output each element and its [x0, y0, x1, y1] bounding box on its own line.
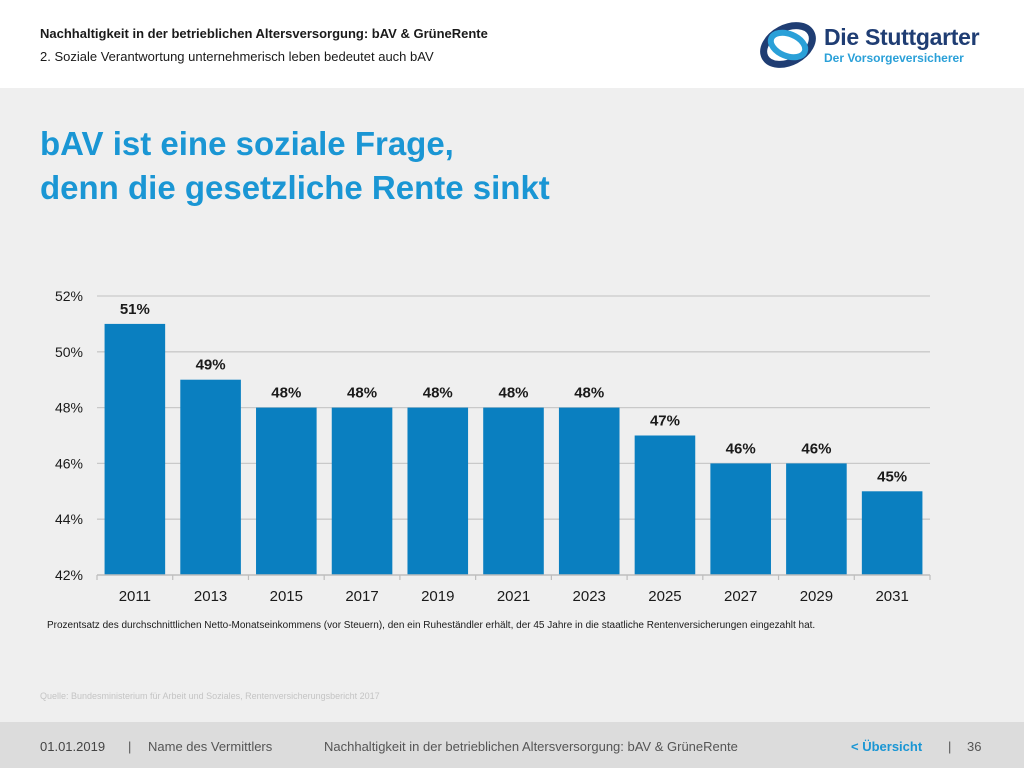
x-tick-label-2027: 2027 — [724, 588, 757, 605]
overview-link[interactable]: < Übersicht — [851, 739, 923, 754]
x-tick-label-2013: 2013 — [194, 588, 227, 605]
y-tick-label: 42% — [55, 567, 83, 583]
bar-2023 — [558, 407, 620, 575]
chart-caption: Prozentsatz des durchschnittlichen Netto… — [47, 620, 816, 631]
slide-title-line-2: denn die gesetzliche Rente sinkt — [40, 169, 550, 206]
bar-2027 — [710, 463, 771, 575]
slide-header: Nachhaltigkeit in der betrieblichen Alte… — [0, 0, 1024, 88]
slide-title: bAV ist eine soziale Frage, denn die ges… — [40, 122, 550, 210]
logo-swirl-icon — [760, 22, 816, 68]
x-tick-label-2017: 2017 — [345, 588, 378, 605]
x-tick-label-2031: 2031 — [875, 588, 908, 605]
header-subtitle: 2. Soziale Verantwortung unternehmerisch… — [40, 49, 434, 64]
y-tick-label: 50% — [55, 344, 83, 360]
bar-2021 — [483, 407, 544, 575]
data-label-2031: 45% — [877, 468, 907, 485]
y-tick-label: 46% — [55, 455, 83, 471]
bar-2019 — [407, 407, 469, 575]
data-label-2019: 48% — [423, 385, 453, 402]
bar-2029 — [786, 463, 847, 575]
source-note: Quelle: Bundesministerium für Arbeit und… — [40, 691, 380, 701]
slide-content — [0, 88, 1024, 722]
x-tick-label-2015: 2015 — [270, 588, 303, 605]
bar-layer — [104, 323, 923, 575]
bar-2031 — [861, 491, 923, 575]
page-number: 36 — [967, 739, 982, 754]
data-label-2013: 49% — [196, 357, 226, 374]
bar-2011 — [104, 323, 166, 575]
pension-level-bar-chart: 51% 49% 48% 48% 48% 48% 48% 47% 46% 46% 45% 42% 44%… — [55, 288, 931, 605]
data-label-2011: 51% — [120, 301, 150, 318]
x-tick-label-2011: 2011 — [119, 588, 151, 605]
y-tick-label: 52% — [55, 288, 83, 304]
header-title: Nachhaltigkeit in der betrieblichen Alte… — [40, 26, 488, 41]
footer-date: 01.01.2019 — [40, 739, 106, 754]
bar-2025 — [634, 435, 696, 575]
logo-name: Die Stuttgarter — [824, 24, 980, 50]
x-tick-label-2023: 2023 — [573, 588, 606, 605]
bar-2015 — [256, 407, 317, 575]
data-label-2021: 48% — [498, 385, 528, 402]
data-label-2025: 47% — [650, 413, 680, 430]
bar-2017 — [331, 407, 393, 575]
footer-separator: | — [128, 739, 132, 754]
logo-tagline: Der Vorsorgeversicherer — [824, 51, 964, 65]
data-label-2027: 46% — [726, 440, 756, 457]
x-tick-label-2019: 2019 — [421, 588, 454, 605]
x-tick-label-2021: 2021 — [497, 588, 530, 605]
data-label-2015: 48% — [271, 385, 301, 402]
slide-title-line-1: bAV ist eine soziale Frage, — [40, 125, 454, 162]
data-label-2017: 48% — [347, 385, 377, 402]
data-label-2029: 46% — [801, 440, 831, 457]
y-tick-label: 48% — [55, 400, 83, 416]
data-label-2023: 48% — [574, 385, 604, 402]
footer-agent-name: Name des Vermittlers — [148, 739, 273, 754]
label-layer: 51% 49% 48% 48% 48% 48% 48% 47% 46% 46% 45% — [120, 301, 907, 485]
footer-topic: Nachhaltigkeit in der betrieblichen Alte… — [324, 739, 738, 754]
x-tick-label-2025: 2025 — [648, 588, 681, 605]
footer-separator: | — [948, 739, 952, 754]
y-tick-label: 44% — [55, 511, 83, 527]
slide-footer: 01.01.2019 | Name des Vermittlers Nachha… — [0, 722, 1024, 768]
bar-2013 — [180, 379, 241, 575]
axis-layer: 42% 44% 46% 48% 50% 52% 2011 2013 2015 2017 2019 20… — [55, 288, 931, 605]
x-tick-label-2029: 2029 — [800, 588, 833, 605]
company-logo: Die Stuttgarter Der Vorsorgeversicherer — [758, 18, 988, 72]
